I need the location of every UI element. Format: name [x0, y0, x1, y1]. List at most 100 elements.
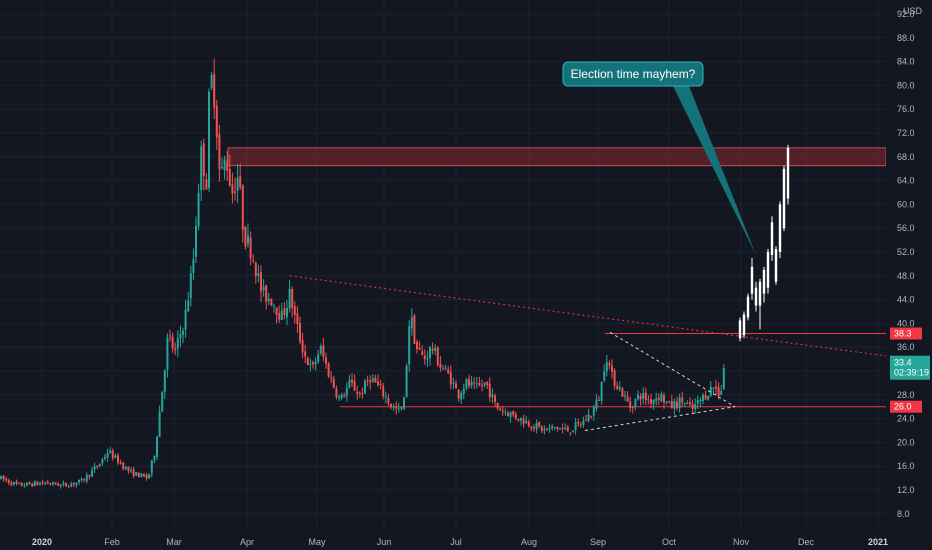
- candle-body: [127, 466, 130, 472]
- candle-body: [678, 397, 681, 409]
- candle-body: [569, 432, 572, 434]
- price-axis: 8.012.016.020.024.028.032.036.040.044.04…: [897, 9, 915, 519]
- y-tick-label: 40.0: [897, 318, 915, 328]
- candle-body: [80, 478, 83, 481]
- candle-body: [252, 260, 255, 262]
- candle-body: [197, 192, 200, 227]
- election-candle-body: [738, 320, 742, 339]
- time-axis-panel: [0, 532, 932, 550]
- candle-body: [296, 313, 299, 325]
- candle-body: [520, 417, 522, 421]
- candle-body: [486, 381, 489, 386]
- candle-body: [387, 397, 390, 404]
- candle-body: [148, 473, 151, 479]
- candle-body: [23, 485, 26, 487]
- y-tick-label: 24.0: [897, 414, 915, 424]
- candle-body: [7, 479, 10, 483]
- candle-body: [504, 411, 507, 413]
- candle-body: [561, 427, 564, 429]
- candle-body: [5, 478, 8, 481]
- candle-body: [683, 403, 686, 405]
- x-tick-label: Nov: [733, 537, 750, 547]
- trendline: [609, 331, 736, 408]
- annotation-callout[interactable]: Election time mayhem?: [562, 61, 756, 255]
- candle-body: [447, 369, 450, 374]
- candle-body: [119, 462, 122, 464]
- candle-body: [327, 363, 330, 377]
- candle-body: [694, 404, 697, 410]
- candle-body: [470, 382, 473, 386]
- candle-body: [605, 362, 608, 372]
- candle-body: [369, 380, 372, 383]
- callout-text: Election time mayhem?: [571, 67, 696, 81]
- candle-body: [13, 482, 15, 485]
- candle-body: [577, 421, 580, 424]
- candle-body: [634, 399, 637, 407]
- candle-body: [702, 394, 704, 401]
- candle-body: [208, 91, 210, 188]
- candle-body: [291, 289, 294, 308]
- candle-body: [421, 351, 424, 355]
- price-badges: 38.3 26.0 33.402:39:19: [890, 327, 930, 413]
- x-tick-label: 2021: [868, 537, 888, 547]
- candle-body: [254, 262, 257, 277]
- candle-body: [314, 361, 317, 365]
- candle-body: [538, 422, 541, 427]
- candle-body: [44, 482, 47, 484]
- candle-body: [650, 399, 652, 404]
- candle-body: [559, 428, 561, 430]
- candle-body: [499, 408, 502, 411]
- candle-body: [143, 473, 145, 476]
- y-tick-label: 76.0: [897, 104, 915, 114]
- candle-body: [221, 166, 223, 169]
- candle-body: [624, 395, 626, 397]
- candle-body: [247, 235, 249, 244]
- candle-body: [312, 362, 314, 365]
- countdown-text: 02:39:19: [894, 368, 929, 378]
- candle-body: [52, 481, 54, 484]
- candle-body: [137, 472, 140, 478]
- candle-body: [548, 427, 551, 429]
- candle-body: [215, 105, 218, 138]
- candle-body: [72, 483, 75, 485]
- candle-body: [444, 367, 447, 369]
- candle-body: [595, 399, 598, 409]
- candle-body: [371, 378, 374, 382]
- candle-body: [639, 395, 642, 400]
- candle-body: [104, 456, 106, 459]
- time-axis: 2020 Feb Mar Apr May Jun Jul Aug Sep Oct Nov Dec 202…: [32, 537, 888, 547]
- y-tick-label: 92.0: [897, 9, 915, 19]
- candle-body: [665, 401, 668, 403]
- x-tick-label: Jun: [377, 537, 392, 547]
- candle-body: [598, 399, 600, 401]
- candle-body: [158, 411, 161, 437]
- candle-body: [10, 482, 13, 485]
- candle-body: [166, 337, 169, 370]
- candle-body: [462, 388, 465, 394]
- candle-body: [46, 482, 49, 484]
- election-candle-body: [762, 269, 766, 294]
- candle-body: [475, 383, 478, 385]
- candle-body: [301, 339, 304, 353]
- candle-body: [267, 298, 270, 301]
- candle-body: [65, 482, 67, 487]
- y-tick-label: 80.0: [897, 80, 915, 90]
- y-tick-label: 72.0: [897, 128, 915, 138]
- candle-body: [57, 483, 60, 486]
- candle-body: [629, 401, 632, 408]
- candle-body: [283, 308, 286, 315]
- candle-body: [236, 177, 239, 191]
- candle-body: [210, 75, 213, 88]
- candle-body: [288, 288, 291, 310]
- election-candle-body: [786, 147, 790, 199]
- candle-body: [358, 392, 361, 395]
- election-candle-body: [746, 296, 750, 318]
- current-price-badge: [890, 355, 930, 380]
- currency-label: USD: [903, 6, 923, 16]
- candle-body: [403, 397, 405, 409]
- candle-body: [364, 380, 366, 394]
- candle-body: [522, 418, 525, 424]
- x-tick-label: Aug: [521, 537, 537, 547]
- candle-body: [722, 368, 725, 390]
